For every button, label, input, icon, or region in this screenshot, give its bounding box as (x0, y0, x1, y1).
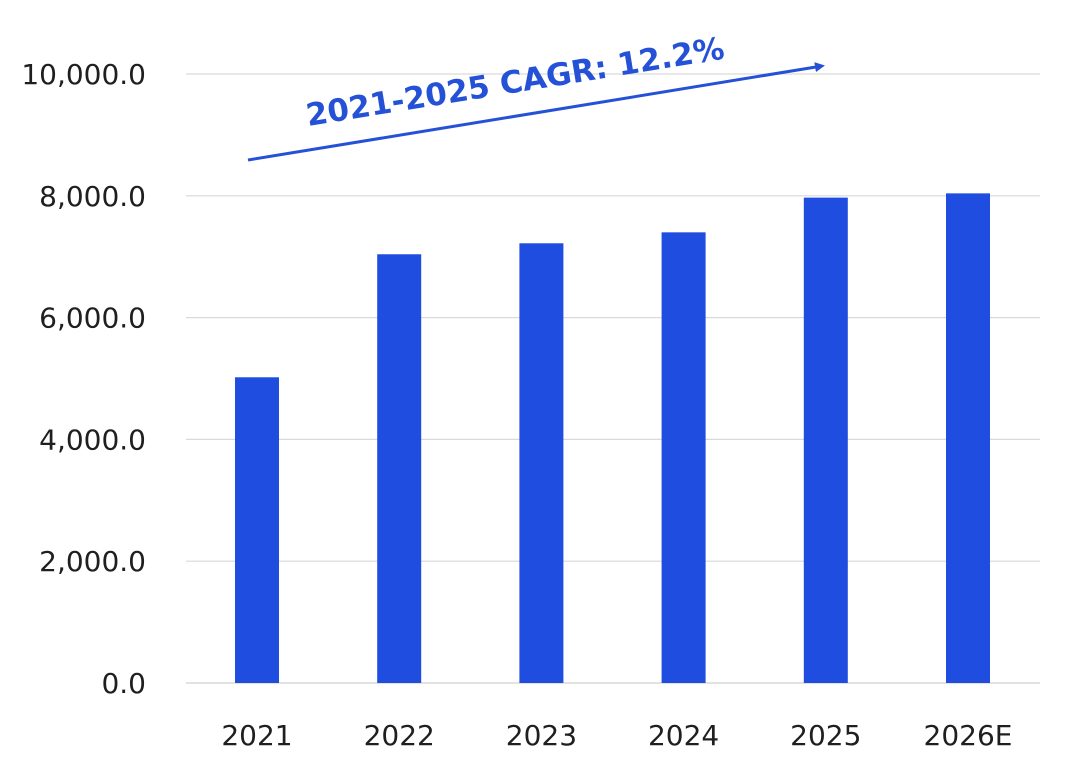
y-tick-label: 10,000.0 (21, 58, 146, 91)
bar (519, 243, 564, 683)
bar (235, 377, 279, 683)
x-axis-tick-labels: 2021 2022 2023 2024 2025 2026E (221, 719, 1012, 752)
bar (661, 232, 706, 683)
y-tick-label: 0.0 (101, 667, 146, 700)
x-tick-label: 2026E (924, 719, 1013, 752)
x-tick-label: 2023 (506, 719, 577, 752)
bar (946, 193, 990, 683)
gridlines (186, 73, 1040, 684)
y-tick-label: 2,000.0 (39, 545, 146, 578)
bar-series (235, 193, 990, 683)
bar (377, 254, 422, 683)
trend-arrow (247, 62, 825, 162)
bar (803, 197, 848, 683)
x-tick-label: 2025 (790, 719, 861, 752)
y-tick-label: 6,000.0 (39, 302, 146, 335)
x-tick-label: 2022 (364, 719, 435, 752)
x-tick-label: 2024 (648, 719, 719, 752)
y-tick-label: 8,000.0 (39, 180, 146, 213)
x-tick-label: 2021 (221, 719, 292, 752)
cagr-annotation: 2021-2025 CAGR: 12.2% (247, 31, 825, 162)
y-axis-tick-labels: 0.0 2,000.0 4,000.0 6,000.0 8,000.0 10,000.0 (21, 58, 146, 700)
y-tick-label: 4,000.0 (39, 423, 146, 456)
cagr-annotation-text: 2021-2025 CAGR: 12.2% (304, 31, 727, 134)
